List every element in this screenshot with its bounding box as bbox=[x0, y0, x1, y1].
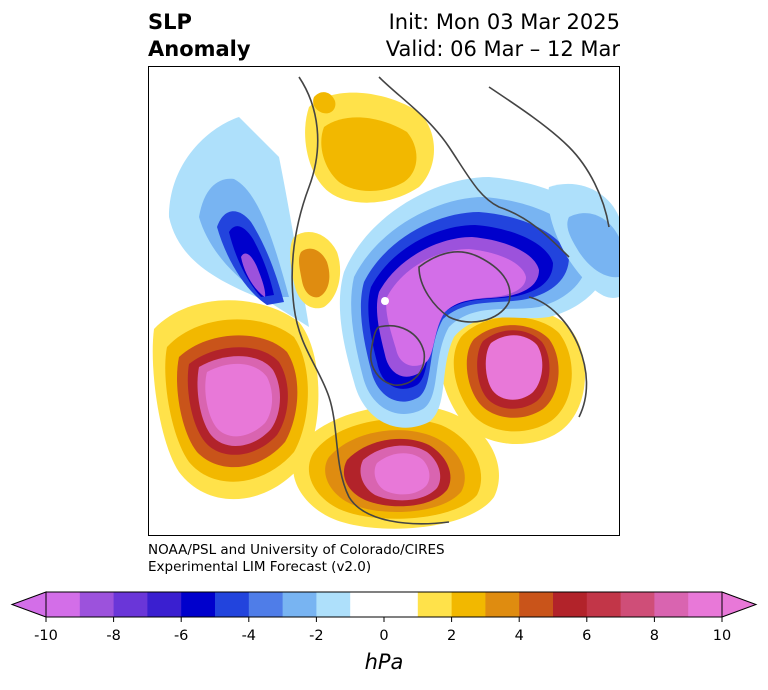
pos-asia-orange bbox=[321, 117, 417, 192]
colorbar-swatch bbox=[181, 592, 216, 617]
colorbar-extend-high bbox=[721, 591, 758, 618]
credit-text: NOAA/PSL and University of Colorado/CIRE… bbox=[148, 542, 445, 576]
pos-us-core bbox=[374, 453, 430, 495]
colorbar-swatch bbox=[282, 592, 317, 617]
colorbar-ticks: -10 -8 -6 -4 -2 0 2 4 6 8 10 bbox=[34, 617, 731, 644]
colorbar-tick-label: 0 bbox=[379, 628, 388, 644]
colorbar-tick-label: 2 bbox=[447, 628, 456, 644]
title-left: SLP Anomaly bbox=[148, 9, 251, 63]
colorbar-tick-label: 6 bbox=[582, 628, 591, 644]
colorbar-swatch bbox=[79, 592, 115, 617]
pos-eu-core bbox=[485, 335, 543, 400]
anomaly-map bbox=[152, 76, 619, 529]
colorbar-swatch bbox=[113, 592, 148, 617]
colorbar-swatch bbox=[147, 592, 182, 617]
colorbar-extend-low bbox=[10, 591, 47, 618]
colorbar-swatch bbox=[586, 592, 622, 617]
neg-east-mid bbox=[567, 213, 619, 278]
title-variable: SLP bbox=[148, 10, 192, 34]
colorbar-swatch bbox=[654, 592, 689, 617]
colorbar-swatch bbox=[316, 592, 351, 617]
colorbar-tick-label: -8 bbox=[106, 628, 120, 644]
colorbar-unit: hPa bbox=[365, 650, 404, 674]
colorbar-swatch bbox=[248, 592, 284, 617]
colorbar-swatch bbox=[384, 592, 419, 617]
colorbar-swatch bbox=[553, 592, 588, 617]
pole-marker bbox=[381, 297, 389, 305]
pos-asia-small bbox=[313, 92, 336, 114]
pos-japan-inner bbox=[299, 248, 330, 298]
pos-pac-core bbox=[205, 363, 273, 437]
init-date: Init: Mon 03 Mar 2025 bbox=[388, 10, 620, 34]
colorbar-swatch bbox=[46, 592, 81, 617]
colorbar-swatch bbox=[485, 592, 520, 617]
colorbar-tick-label: 4 bbox=[515, 628, 524, 644]
colorbar-swatch bbox=[350, 592, 385, 617]
colorbar-tick-label: -4 bbox=[242, 628, 256, 644]
colorbar: -10 -8 -6 -4 -2 0 2 4 6 8 10 hPa bbox=[0, 585, 768, 686]
colorbar-swatch bbox=[620, 592, 655, 617]
colorbar-swatch bbox=[215, 592, 250, 617]
colorbar-swatch bbox=[451, 592, 486, 617]
colorbar-tick-label: -10 bbox=[34, 628, 58, 644]
title-right: Init: Mon 03 Mar 2025 Valid: 06 Mar – 12… bbox=[386, 9, 620, 63]
colorbar-tick-label: 10 bbox=[713, 628, 731, 644]
colorbar-tick-label: 8 bbox=[650, 628, 659, 644]
colorbar-tick-label: -6 bbox=[174, 628, 188, 644]
credit-line1: NOAA/PSL and University of Colorado/CIRE… bbox=[148, 542, 445, 558]
neg-nw-inner bbox=[241, 253, 266, 297]
credit-line2: Experimental LIM Forecast (v2.0) bbox=[148, 559, 372, 575]
colorbar-tick-label: -2 bbox=[309, 628, 323, 644]
title-type: Anomaly bbox=[148, 37, 251, 61]
colorbar-swatch bbox=[417, 592, 453, 617]
map-panel bbox=[148, 66, 620, 536]
valid-range: Valid: 06 Mar – 12 Mar bbox=[385, 37, 620, 61]
colorbar-swatch bbox=[519, 592, 554, 617]
colorbar-swatches bbox=[10, 591, 758, 618]
coastlines bbox=[291, 76, 610, 525]
colorbar-swatch bbox=[688, 592, 723, 617]
